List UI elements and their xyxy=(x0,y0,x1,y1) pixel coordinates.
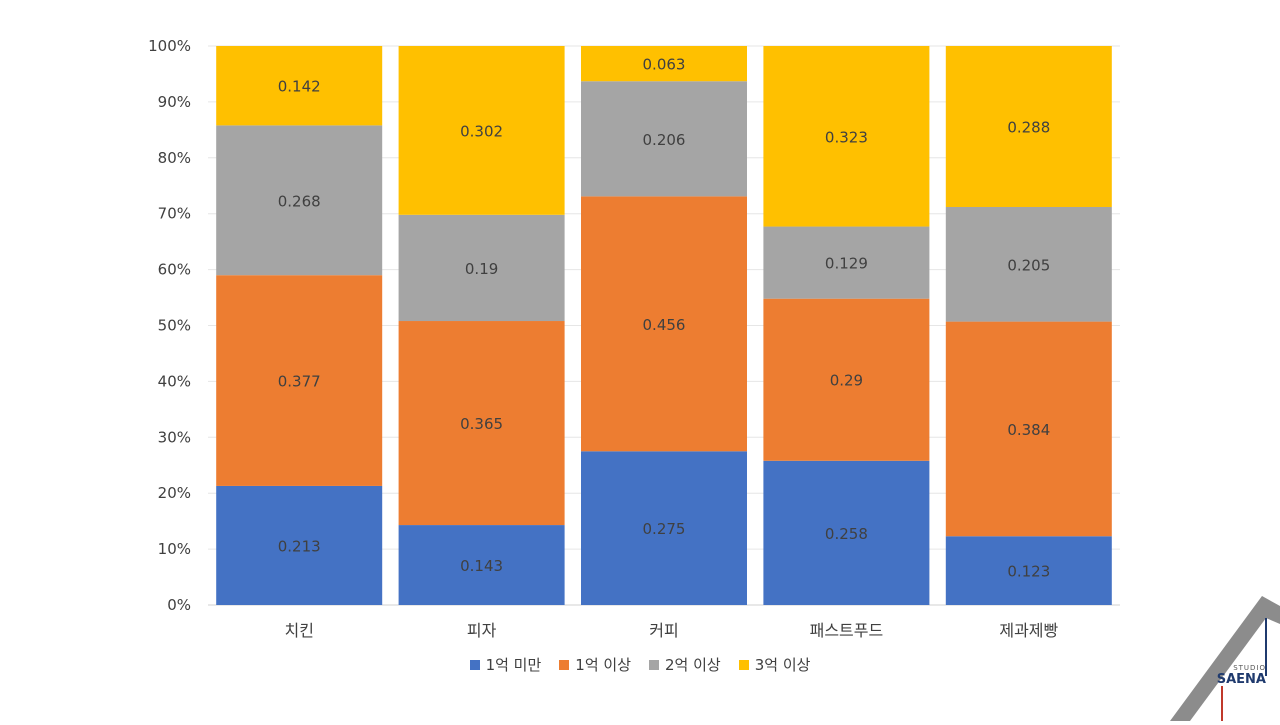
data-label: 0.142 xyxy=(278,78,321,96)
bar-segment xyxy=(216,485,383,605)
x-tick-label: 치킨 xyxy=(284,621,313,640)
bar-segment xyxy=(581,81,747,197)
legend-item-1: 1억 미만 xyxy=(469,654,542,675)
x-tick-label: 제과제빵 xyxy=(999,621,1058,640)
y-tick-label: 40% xyxy=(158,372,191,390)
logo-studio: STUDIO xyxy=(1233,664,1266,672)
data-label: 0.268 xyxy=(278,192,321,210)
legend-swatch-4 xyxy=(738,659,749,670)
data-label: 0.302 xyxy=(460,122,503,140)
y-tick-label: 0% xyxy=(167,596,191,614)
data-label: 0.205 xyxy=(1007,256,1050,274)
y-tick-label: 70% xyxy=(158,205,191,223)
logo-corner-graphic xyxy=(1170,596,1280,721)
x-tick-label: 커피 xyxy=(649,621,678,640)
data-label: 0.456 xyxy=(643,316,686,334)
y-tick-label: 60% xyxy=(158,261,191,279)
logo-name: SAENA xyxy=(1216,672,1266,687)
bar-segment xyxy=(216,125,383,276)
x-tick-label: 피자 xyxy=(467,621,497,640)
y-tick-label: 50% xyxy=(158,317,191,335)
bar-segment xyxy=(581,451,747,605)
data-label: 0.129 xyxy=(825,255,868,273)
bar-segment xyxy=(581,46,747,82)
legend-swatch-1 xyxy=(469,659,480,670)
data-label: 0.275 xyxy=(643,520,686,538)
y-tick-label: 80% xyxy=(158,149,191,167)
bar-segment xyxy=(398,214,565,322)
data-label: 0.323 xyxy=(825,128,868,146)
y-tick-label: 30% xyxy=(158,428,191,446)
bar-segment xyxy=(945,206,1112,322)
legend-item-2: 1억 이상 xyxy=(559,654,631,675)
legend-label-3: 2억 이상 xyxy=(665,656,721,674)
data-label: 0.377 xyxy=(278,373,321,391)
bar-segment xyxy=(763,298,930,461)
legend-item-4: 3억 이상 xyxy=(738,654,811,675)
bar-segment xyxy=(581,196,747,452)
bar-segment xyxy=(763,46,930,227)
bar-segment xyxy=(398,321,565,526)
data-label: 0.288 xyxy=(1007,118,1050,136)
bar-segment xyxy=(763,226,930,299)
bar-segment xyxy=(945,536,1112,605)
y-tick-label: 90% xyxy=(158,93,191,111)
legend-item-3: 2억 이상 xyxy=(649,654,721,675)
logo-text: STUDIO SAENA xyxy=(1217,664,1266,687)
data-label: 0.19 xyxy=(465,260,498,278)
bar-segment xyxy=(945,46,1112,207)
legend-swatch-2 xyxy=(559,659,570,670)
bar-segment xyxy=(216,275,383,486)
data-label: 0.206 xyxy=(643,131,686,149)
y-tick-label: 20% xyxy=(158,484,191,502)
studio-logo: STUDIO SAENA xyxy=(1170,596,1280,721)
bar-segment xyxy=(763,460,930,605)
data-label: 0.29 xyxy=(830,372,863,390)
bar-segment xyxy=(398,525,565,605)
legend-label-1: 1억 미만 xyxy=(485,656,542,674)
x-tick-label: 패스트푸드 xyxy=(810,621,884,640)
data-label: 0.123 xyxy=(1007,563,1050,581)
data-label: 0.258 xyxy=(825,525,868,543)
legend-label-4: 3억 이상 xyxy=(754,656,811,674)
bar-segment xyxy=(216,46,383,126)
data-label: 0.384 xyxy=(1007,421,1050,439)
data-label: 0.213 xyxy=(278,537,321,555)
data-label: 0.365 xyxy=(460,415,503,433)
data-label: 0.063 xyxy=(643,56,686,74)
y-tick-label: 10% xyxy=(158,540,191,558)
y-tick-label: 100% xyxy=(148,37,191,55)
legend-label-2: 1억 이상 xyxy=(575,656,631,674)
bar-segment xyxy=(398,46,565,215)
data-label: 0.143 xyxy=(460,557,503,575)
legend: 1억 미만 1억 이상 2억 이상 3억 이상 xyxy=(0,654,1280,675)
bar-segment xyxy=(945,321,1112,537)
legend-swatch-3 xyxy=(649,659,659,670)
